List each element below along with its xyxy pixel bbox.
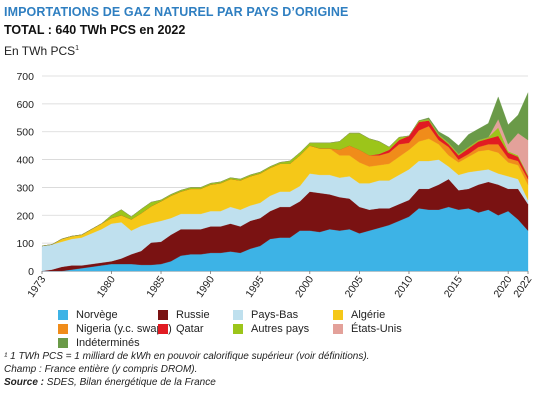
area-series-indetermines [41,92,529,247]
x-tick-label-2000: 2000 [293,274,316,300]
x-tick-label-1995: 1995 [243,274,266,300]
y-tick-label-600: 600 [16,99,34,111]
unit-text: En TWh PCS [4,44,76,58]
legend-item-etats-unis: États-Unis [333,323,402,335]
legend-label: Autres pays [251,323,310,335]
scope-note: Champ : France entière (y compris DROM). [4,364,198,375]
legend-label: Pays-Bas [251,309,299,321]
legend-swatch [333,310,343,320]
legend-item-algerie: Algérie [333,309,385,321]
legend-label: Norvège [76,309,118,321]
legend-item-indetermines: Indéterminés [58,337,140,349]
legend-item-autres-pays: Autres pays [233,323,309,335]
legend-label: États-Unis [351,323,402,335]
y-tick-label-700: 700 [16,71,34,83]
source-note: Source : SDES, Bilan énergétique de la F… [4,376,369,389]
x-tick-label-1990: 1990 [194,274,217,300]
x-tick-label-2015: 2015 [442,274,465,300]
chart-subtitle: TOTAL : 640 TWh PCS en 2022 [4,23,186,37]
legend-label: Algérie [351,309,386,321]
legend-label: Nigeria (y.c. swaps) [76,323,172,335]
legend-item-pays-bas: Pays-Bas [233,309,298,321]
y-tick-label-500: 500 [16,127,34,139]
x-tick-label-2020: 2020 [491,274,514,300]
x-tick-label-2010: 2010 [392,274,415,300]
legend-label: Indéterminés [76,337,140,349]
y-tick-label-300: 300 [16,182,34,194]
y-axis-ticks: 0 100 200 300 400 500 600 700 [16,71,34,278]
legend-item-russie: Russie [158,309,210,321]
legend-label: Russie [176,309,210,321]
x-tick-label-1980: 1980 [95,274,118,300]
legend-swatch [158,310,168,320]
x-axis-ticks: 1973 1980 1985 1990 1995 2000 2005 2010 2015 2020… [25,271,535,300]
y-tick-label-0: 0 [28,266,34,278]
legend-item-norvege: Norvège [58,309,118,321]
legend-item-qatar: Qatar [158,323,204,335]
y-axis-unit-label: En TWh PCS1 [4,44,79,58]
x-tick-label-2005: 2005 [343,274,366,300]
legend-swatch [233,310,243,320]
chart-notes: ¹ 1 TWh PCS = 1 milliard de kWh en pouvo… [4,350,369,389]
y-tick-label-200: 200 [16,210,34,222]
legend-item-nigeria-y-c-swaps: Nigeria (y.c. swaps) [58,323,172,335]
source-text: SDES, Bilan énergétique de la France [44,377,216,388]
chart-title: IMPORTATIONS DE GAZ NATUREL PAR PAYS D’O… [4,5,349,19]
legend-swatch [158,324,168,334]
footnote-definition: ¹ 1 TWh PCS = 1 milliard de kWh en pouvo… [4,351,370,362]
y-tick-label-100: 100 [16,238,34,250]
area-series-group [41,92,529,272]
legend-swatch [233,324,243,334]
x-tick-label-2022: 2022 [511,274,534,300]
legend-swatch [58,324,68,334]
legend-swatch [58,338,68,348]
x-tick-label-1985: 1985 [144,274,167,300]
legend-swatch [58,310,68,320]
legend-label: Qatar [176,323,204,335]
legend-swatch [333,324,343,334]
source-label: Source : [4,377,45,388]
unit-footnote-mark: 1 [75,45,80,52]
y-tick-label-400: 400 [16,155,34,167]
